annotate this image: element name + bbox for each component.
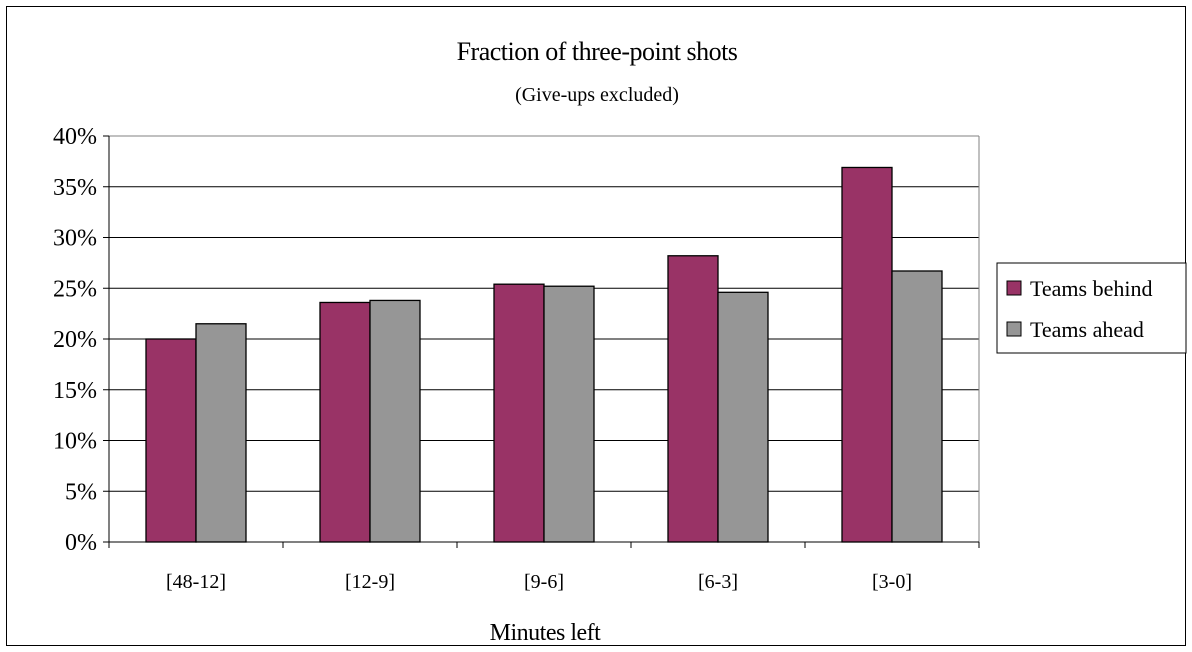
bar-teams-behind — [667, 255, 719, 543]
legend-swatch-teams-behind — [1006, 280, 1022, 296]
bar-teams-ahead — [195, 323, 247, 543]
x-tick-label: [3-0] — [872, 571, 912, 593]
legend-label: Teams behind — [1030, 276, 1152, 301]
x-axis-title: Minutes left — [490, 620, 601, 646]
x-tick-label: [6-3] — [698, 571, 738, 593]
y-tick-label: 25% — [53, 276, 97, 302]
legend-box — [996, 262, 1187, 354]
y-tick-label: 15% — [53, 378, 97, 404]
chart-subtitle: (Give-ups excluded) — [515, 84, 679, 106]
bar-teams-ahead — [543, 285, 595, 543]
bar-teams-behind — [493, 283, 545, 543]
bar-teams-behind — [319, 301, 371, 543]
y-tick-label: 0% — [65, 530, 97, 556]
y-tick-label: 20% — [53, 327, 97, 353]
y-tick-label: 5% — [65, 479, 97, 505]
x-tick-label: [12-9] — [345, 571, 395, 593]
bar-teams-ahead — [369, 299, 421, 543]
y-tick-label: 10% — [53, 429, 97, 455]
y-tick-label: 40% — [53, 124, 97, 150]
bar-teams-ahead — [717, 291, 769, 543]
x-tick-label: [48-12] — [166, 571, 226, 593]
bar-teams-ahead — [891, 270, 943, 543]
y-tick-label: 35% — [53, 175, 97, 201]
x-tick-label: [9-6] — [524, 571, 564, 593]
legend: Teams behind Teams ahead — [996, 262, 1187, 354]
bar-teams-behind — [841, 166, 893, 543]
bar-teams-behind — [145, 338, 197, 543]
y-tick-label: 30% — [53, 226, 97, 252]
plot-area: 0% 5% 10% 15% 20% 25% 30% 35% 40% [48-12] [12-9] [9… — [53, 124, 980, 593]
chart-title: Fraction of three-point shots — [457, 37, 738, 66]
legend-swatch-teams-ahead — [1006, 321, 1022, 337]
legend-label: Teams ahead — [1030, 317, 1144, 342]
